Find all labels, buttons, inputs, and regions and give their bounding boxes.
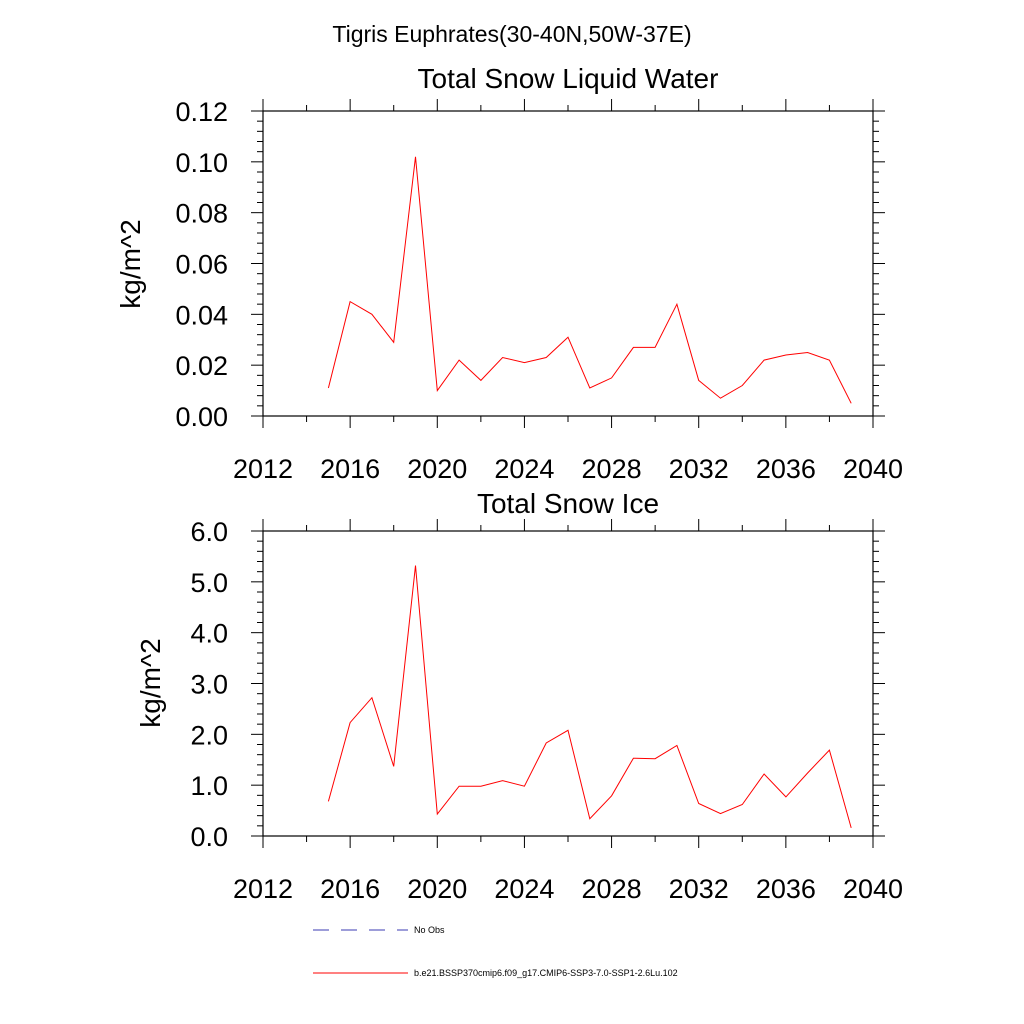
y-tick-label: 0.10	[175, 148, 228, 178]
y-tick-label: 0.12	[175, 97, 228, 127]
x-tick-label: 2040	[843, 454, 903, 484]
y-tick-label: 5.0	[190, 568, 228, 598]
x-tick-label: 2036	[756, 874, 816, 904]
x-tick-label: 2024	[494, 454, 554, 484]
y-tick-label: 1.0	[190, 771, 228, 801]
legend-item: No Obs	[313, 925, 445, 935]
chart-suptitle: Tigris Euphrates(30-40N,50W-37E)	[332, 21, 691, 47]
plot-frame	[262, 110, 874, 417]
y-tick-label: 0.08	[175, 199, 228, 229]
y-tick-label: 0.00	[175, 402, 228, 432]
y-tick-label: 2.0	[190, 720, 228, 750]
x-tick-label: 2032	[669, 454, 729, 484]
x-tick-label: 2016	[320, 454, 380, 484]
x-tick-label: 2024	[494, 874, 554, 904]
panel-title: Total Snow Liquid Water	[418, 63, 719, 94]
x-tick-label: 2016	[320, 874, 380, 904]
series-line	[327, 156, 852, 404]
x-tick-label: 2028	[582, 454, 642, 484]
y-tick-label: 0.06	[175, 250, 228, 280]
y-axis-label: kg/m^2	[115, 219, 146, 308]
x-tick-label: 2020	[407, 454, 467, 484]
legend-label: No Obs	[414, 925, 445, 935]
y-tick-label: 0.0	[190, 822, 228, 852]
legend-label: b.e21.BSSP370cmip6.f09_g17.CMIP6-SSP3-7.…	[414, 968, 678, 978]
x-tick-label: 2032	[669, 874, 729, 904]
chart-panels: Total Snow Liquid Water kg/m^2 0.00 0.02 0.0…	[115, 63, 903, 904]
chart-legend: No Obs b.e21.BSSP370cmip6.f09_g17.CMIP6-S…	[313, 925, 678, 978]
x-tick-label: 2040	[843, 874, 903, 904]
x-tick-label: 2012	[233, 874, 293, 904]
y-tick-label: 3.0	[190, 670, 228, 700]
plot-frame	[262, 530, 874, 837]
x-tick-label: 2020	[407, 874, 467, 904]
x-tick-label: 2012	[233, 454, 293, 484]
legend-item: b.e21.BSSP370cmip6.f09_g17.CMIP6-SSP3-7.…	[313, 968, 678, 978]
x-tick-label: 2036	[756, 454, 816, 484]
y-tick-label: 4.0	[190, 619, 228, 649]
y-tick-label: 0.04	[175, 300, 228, 330]
y-tick-label: 0.02	[175, 351, 228, 381]
panel-2: Total Snow Ice kg/m^2 0.0 1.0 2.0 3.0 4.0 5.0 6.…	[135, 488, 903, 904]
series-line	[327, 565, 852, 829]
y-tick-label: 6.0	[190, 517, 228, 547]
y-axis-label: kg/m^2	[135, 638, 166, 727]
x-tick-label: 2028	[582, 874, 642, 904]
panel-title: Total Snow Ice	[477, 488, 659, 519]
panel-1: Total Snow Liquid Water kg/m^2 0.00 0.02 0.0…	[115, 63, 903, 484]
